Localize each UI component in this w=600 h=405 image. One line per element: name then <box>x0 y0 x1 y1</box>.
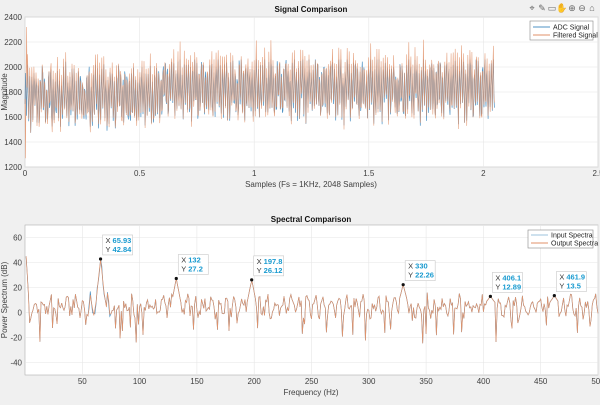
y-tick-label: 0 <box>18 309 23 318</box>
x-tick-label: 350 <box>419 377 433 386</box>
data-tip-y-key: Y <box>559 282 564 291</box>
x-tick-label: 1 <box>252 169 257 178</box>
data-tip-x-key: X <box>181 256 186 265</box>
zoom-in-icon[interactable]: ⊕ <box>568 3 576 13</box>
data-tip-x-key: X <box>408 262 413 271</box>
legend-label-output: Output Spectra <box>551 241 598 248</box>
x-tick-label: 2 <box>481 169 486 178</box>
brush-icon[interactable]: ✎ <box>538 3 546 13</box>
data-tip-x-value: 461.9 <box>566 273 585 282</box>
x-tick-label: 250 <box>305 377 319 386</box>
x-tick-label: 0 <box>23 169 28 178</box>
x-tick-label: 0.5 <box>134 169 146 178</box>
x-tick-label: 1.5 <box>363 169 375 178</box>
data-tip-y-value: 26.12 <box>264 266 283 275</box>
data-tip-box <box>492 272 523 293</box>
series-line-filtered-signal <box>24 26 495 159</box>
data-tip-x-key: X <box>106 236 111 245</box>
data-tip-x-value: 65.93 <box>113 236 132 245</box>
data-tip[interactable]: X 406.1Y 12.89 <box>488 272 523 298</box>
data-tip-marker <box>98 257 103 261</box>
data-tip-y-value: 13.5 <box>566 282 581 291</box>
zoom-out-icon[interactable]: ⊖ <box>578 3 586 13</box>
data-tip-marker <box>488 294 492 298</box>
data-tip-x-value: 132 <box>188 256 201 265</box>
y-tick-label: 2000 <box>4 63 22 72</box>
legend-label-adc: ADC Signal <box>553 25 590 32</box>
x-tick-label: 2.5 <box>592 169 600 178</box>
data-tip-x-key: X <box>559 273 564 282</box>
data-tip-box <box>177 254 209 275</box>
x-tick-label: 200 <box>248 377 262 386</box>
data-tip-y-key: Y <box>181 265 186 274</box>
legend-label-input: Input Spectra <box>551 233 593 240</box>
pan-icon[interactable]: ✋ <box>556 2 567 13</box>
legend[interactable]: Input Spectra Output Spectra <box>527 229 598 249</box>
y-axis-label: Power Spectrum (dB) <box>0 261 9 338</box>
data-tip-y-key: Y <box>257 266 262 275</box>
x-tick-label: 450 <box>534 377 548 386</box>
data-tip-marker <box>250 278 254 282</box>
data-tip-x-key: X <box>495 273 500 282</box>
x-tick-label: 100 <box>133 377 147 386</box>
x-tick-label: 50 <box>78 377 87 386</box>
y-tick-label: 60 <box>13 234 22 243</box>
data-tip-y-key: Y <box>106 245 111 254</box>
chart-title: Spectral Comparison <box>271 215 352 224</box>
spectral-axes[interactable]: 50 100 150 200 250 300 350 400 450 500 -40 -20 0 20 40… <box>0 215 600 397</box>
y-tick-label: 2400 <box>4 13 22 22</box>
home-icon[interactable]: ⌂ <box>589 3 594 13</box>
data-tip[interactable]: X 461.9Y 13.5 <box>552 271 587 298</box>
data-tip-box <box>404 260 436 281</box>
y-tick-label: 1400 <box>4 138 22 147</box>
y-axis-label: Magnitude <box>0 73 9 111</box>
x-tick-label: 400 <box>477 377 491 386</box>
data-tip-box <box>556 271 587 292</box>
y-tick-label: 1800 <box>4 88 22 97</box>
data-tip[interactable]: X 197.8Y 26.12 <box>250 255 284 282</box>
series-line-output-spectra <box>25 256 599 344</box>
data-tip-x-value: 197.8 <box>264 257 283 266</box>
y-tick-label: 20 <box>13 284 22 293</box>
data-tip-marker <box>401 283 405 287</box>
data-tip-y-key: Y <box>495 282 500 291</box>
y-tick-label: -20 <box>10 334 22 343</box>
signal-axes[interactable]: 0 0.5 1 1.5 2 2.5 1200 1400 1600 1800 2000 2200 2400… <box>0 5 600 189</box>
data-tip-x-key: X <box>257 257 262 266</box>
data-tip[interactable]: X 65.93Y 42.84 <box>98 234 133 261</box>
chart-title: Signal Comparison <box>275 5 348 14</box>
data-tip-x-value: 406.1 <box>502 273 521 282</box>
x-tick-label: 300 <box>362 377 376 386</box>
x-tick-label: 500 <box>591 377 600 386</box>
data-tip-y-value: 22.26 <box>415 271 434 280</box>
data-tip-box <box>102 234 133 256</box>
y-tick-label: 40 <box>13 259 22 268</box>
y-tick-label: -40 <box>10 359 22 368</box>
legend[interactable]: ADC Signal Filtered Signal <box>529 20 598 41</box>
data-tip-x-value: 330 <box>415 262 428 271</box>
data-tip-marker <box>174 276 178 281</box>
data-tip-y-value: 42.84 <box>113 245 133 254</box>
x-tick-label: 150 <box>190 377 204 386</box>
axes-toolbar[interactable]: ⌖ ✎ ▭ ✋ ⊕ ⊖ ⌂ <box>529 2 594 13</box>
x-axis-label: Samples (Fs = 1KHz, 2048 Samples) <box>245 180 377 189</box>
data-tip-box <box>253 255 284 277</box>
data-tip-marker <box>552 294 556 298</box>
x-axis-label: Frequency (Hz) <box>283 388 338 397</box>
data-tip-y-value: 27.2 <box>188 265 203 274</box>
data-tip-icon[interactable]: ⌖ <box>529 3 534 13</box>
y-tick-label: 1600 <box>4 113 22 122</box>
data-tip-y-value: 12.89 <box>502 282 521 291</box>
legend-label-filtered: Filtered Signal <box>553 33 598 40</box>
y-tick-label: 1200 <box>4 163 22 172</box>
y-tick-label: 2200 <box>4 38 22 47</box>
export-icon[interactable]: ▭ <box>548 3 557 13</box>
data-tip-y-key: Y <box>408 271 413 280</box>
